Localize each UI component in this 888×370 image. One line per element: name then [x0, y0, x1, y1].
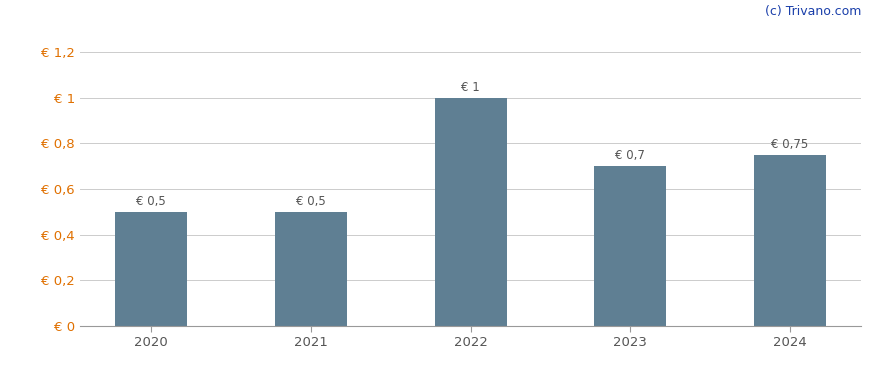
- Text: € 1: € 1: [461, 81, 480, 94]
- Bar: [754, 155, 826, 326]
- Text: € 0,5: € 0,5: [137, 195, 166, 208]
- Text: € 0,7: € 0,7: [615, 149, 646, 162]
- Bar: [275, 212, 347, 326]
- Bar: [435, 98, 506, 326]
- Text: € 0,75: € 0,75: [772, 138, 809, 151]
- Bar: [594, 166, 666, 326]
- Bar: [115, 212, 187, 326]
- Text: (c) Trivano.com: (c) Trivano.com: [765, 5, 861, 18]
- Text: € 0,5: € 0,5: [296, 195, 326, 208]
